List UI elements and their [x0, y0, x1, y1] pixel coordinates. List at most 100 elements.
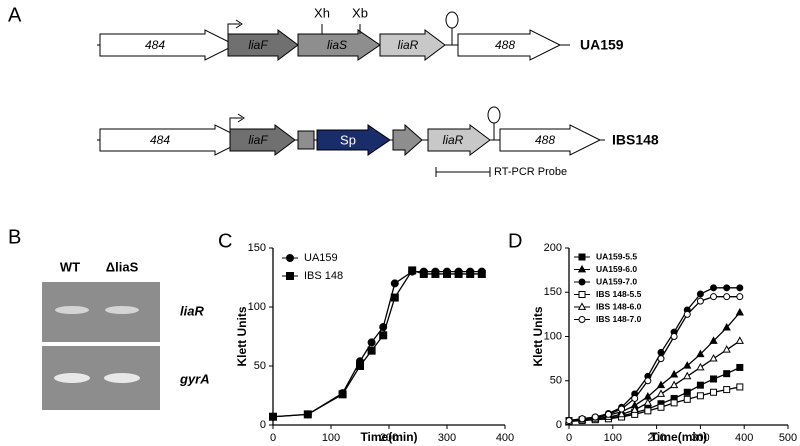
legend-marker [286, 272, 294, 280]
x-tick-label: 300 [438, 432, 456, 444]
marker [338, 390, 347, 399]
site-label: Xh [314, 5, 330, 20]
x-tick-label: 0 [566, 432, 572, 444]
marker [477, 269, 486, 278]
gene [99, 124, 247, 156]
gene [316, 124, 391, 156]
y-tick-label: 0 [260, 419, 266, 431]
marker [696, 392, 704, 400]
gene [427, 124, 491, 156]
marker [466, 269, 475, 278]
marker [630, 405, 639, 413]
marker [617, 409, 626, 418]
gene [297, 29, 381, 61]
series-line [272, 270, 482, 418]
legend-marker [286, 254, 294, 262]
marker [683, 395, 691, 403]
gene-label: 484 [145, 38, 165, 52]
marker [356, 362, 364, 370]
band [55, 306, 89, 314]
series-line [568, 287, 740, 422]
marker [696, 290, 704, 298]
marker [669, 369, 679, 378]
gene-label: liaF [248, 38, 268, 52]
marker [643, 398, 652, 406]
marker [454, 269, 463, 278]
marker [683, 371, 692, 380]
band [54, 373, 90, 383]
marker [736, 383, 744, 391]
row-label: gyrA [179, 371, 210, 386]
marker [696, 297, 704, 305]
x-tick-label: 200 [380, 432, 398, 444]
x-tick-label: 400 [496, 432, 514, 444]
gene [227, 29, 299, 61]
promoter [227, 19, 243, 34]
gene-label: liaS [327, 38, 347, 52]
marker [722, 323, 731, 331]
marker [367, 346, 376, 355]
marker [565, 417, 573, 425]
legend-label: UA159-5.5 [596, 251, 637, 261]
y-tick-label: 100 [544, 330, 562, 342]
marker [591, 413, 599, 421]
marker [710, 375, 718, 383]
band [105, 306, 139, 314]
x-axis-label: Time(min) [360, 430, 417, 444]
marker [669, 380, 679, 389]
lane-label: ΔliaS [106, 259, 139, 274]
panel-label: A [8, 4, 22, 26]
marker [710, 284, 718, 292]
panel-label: C [218, 230, 232, 252]
marker [269, 412, 277, 421]
marker [618, 405, 626, 413]
gene-label: liaF [248, 133, 268, 147]
marker [683, 388, 691, 396]
strain-label: IBS148 [612, 132, 659, 148]
marker [683, 361, 692, 369]
marker [390, 293, 399, 302]
marker [709, 336, 718, 344]
marker [443, 269, 451, 278]
marker [367, 338, 376, 347]
marker [657, 403, 665, 411]
marker [670, 399, 678, 407]
marker [604, 410, 612, 418]
marker [735, 307, 744, 316]
marker [390, 279, 399, 288]
y-axis-label: Klett Units [235, 306, 249, 366]
marker [736, 363, 744, 371]
marker [670, 333, 678, 340]
marker [710, 388, 718, 396]
probe [435, 167, 491, 177]
gene-label: liaR [398, 38, 419, 52]
legend-marker [578, 316, 586, 323]
marker [578, 415, 586, 423]
legend-marker [577, 302, 587, 310]
marker [408, 266, 417, 275]
gene-fragment [392, 123, 423, 157]
marker [736, 284, 744, 292]
legend-label: IBS 148-6.0 [596, 301, 642, 311]
y-tick-label: 150 [544, 286, 562, 298]
x-tick-label: 0 [270, 432, 276, 444]
marker [696, 349, 705, 358]
marker [709, 353, 718, 362]
x-tick-label: 500 [779, 432, 797, 444]
x-tick-label: 200 [647, 432, 665, 444]
y-axis-label: Klett Units [531, 306, 545, 366]
site-label: Xb [352, 5, 368, 20]
y-tick-label: 200 [544, 242, 562, 254]
gene-label: liaR [443, 133, 464, 147]
marker [644, 377, 652, 385]
legend-label: IBS 148 [304, 270, 343, 282]
legend-label: UA159-7.0 [596, 276, 637, 286]
legend-marker [578, 278, 586, 286]
marker [644, 407, 652, 415]
y-tick-label: 0 [556, 419, 562, 431]
gene [379, 29, 446, 61]
marker [419, 269, 428, 278]
series-line [568, 312, 741, 422]
legend-label: IBS 148-5.5 [596, 289, 642, 299]
